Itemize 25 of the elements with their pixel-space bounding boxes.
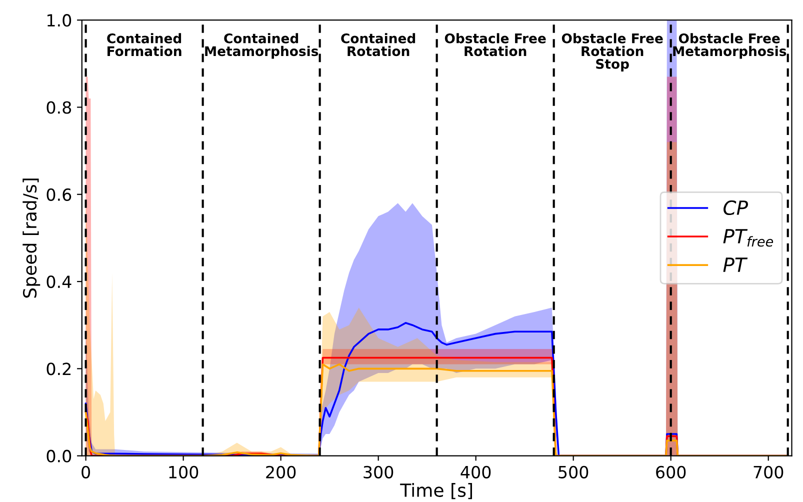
x-tick-label: 200 bbox=[266, 466, 296, 478]
legend-label: PT$_{free}$ bbox=[723, 229, 774, 247]
x-tick-label: 400 bbox=[460, 466, 491, 478]
x-tick-label: 300 bbox=[364, 466, 394, 478]
y-tick-label: 0.8 bbox=[46, 101, 72, 114]
annotation: Obstacle Free Rotation bbox=[444, 33, 546, 56]
annotation: Obstacle Free Rotation Stop bbox=[562, 33, 663, 72]
y-tick-label: 1.0 bbox=[48, 14, 72, 27]
y-tick-label: 0.4 bbox=[46, 275, 72, 288]
x-tick-label: 600 bbox=[656, 466, 686, 478]
annotation: Contained Formation bbox=[107, 33, 182, 56]
annotation: Obstacle Free Metamorphosis bbox=[673, 33, 786, 59]
x-tick-label: 0 bbox=[82, 466, 90, 478]
x-tick-label: 500 bbox=[558, 466, 588, 478]
y-axis-title: Speed [rad/s] bbox=[22, 178, 40, 298]
y-tick-label: 0.2 bbox=[46, 362, 71, 376]
legend-label: CP bbox=[724, 200, 748, 216]
y-tick-label: 0.0 bbox=[46, 450, 72, 462]
legend-label: PT bbox=[723, 258, 748, 272]
x-tick-label: 100 bbox=[169, 466, 198, 478]
x-tick-label: 700 bbox=[754, 466, 784, 478]
y-tick-label: 0.6 bbox=[46, 188, 72, 201]
x-axis-title: Time [s] bbox=[400, 483, 472, 500]
annotation: Contained Metamorphosis bbox=[205, 33, 318, 59]
annotation: Contained Rotation bbox=[341, 33, 416, 56]
